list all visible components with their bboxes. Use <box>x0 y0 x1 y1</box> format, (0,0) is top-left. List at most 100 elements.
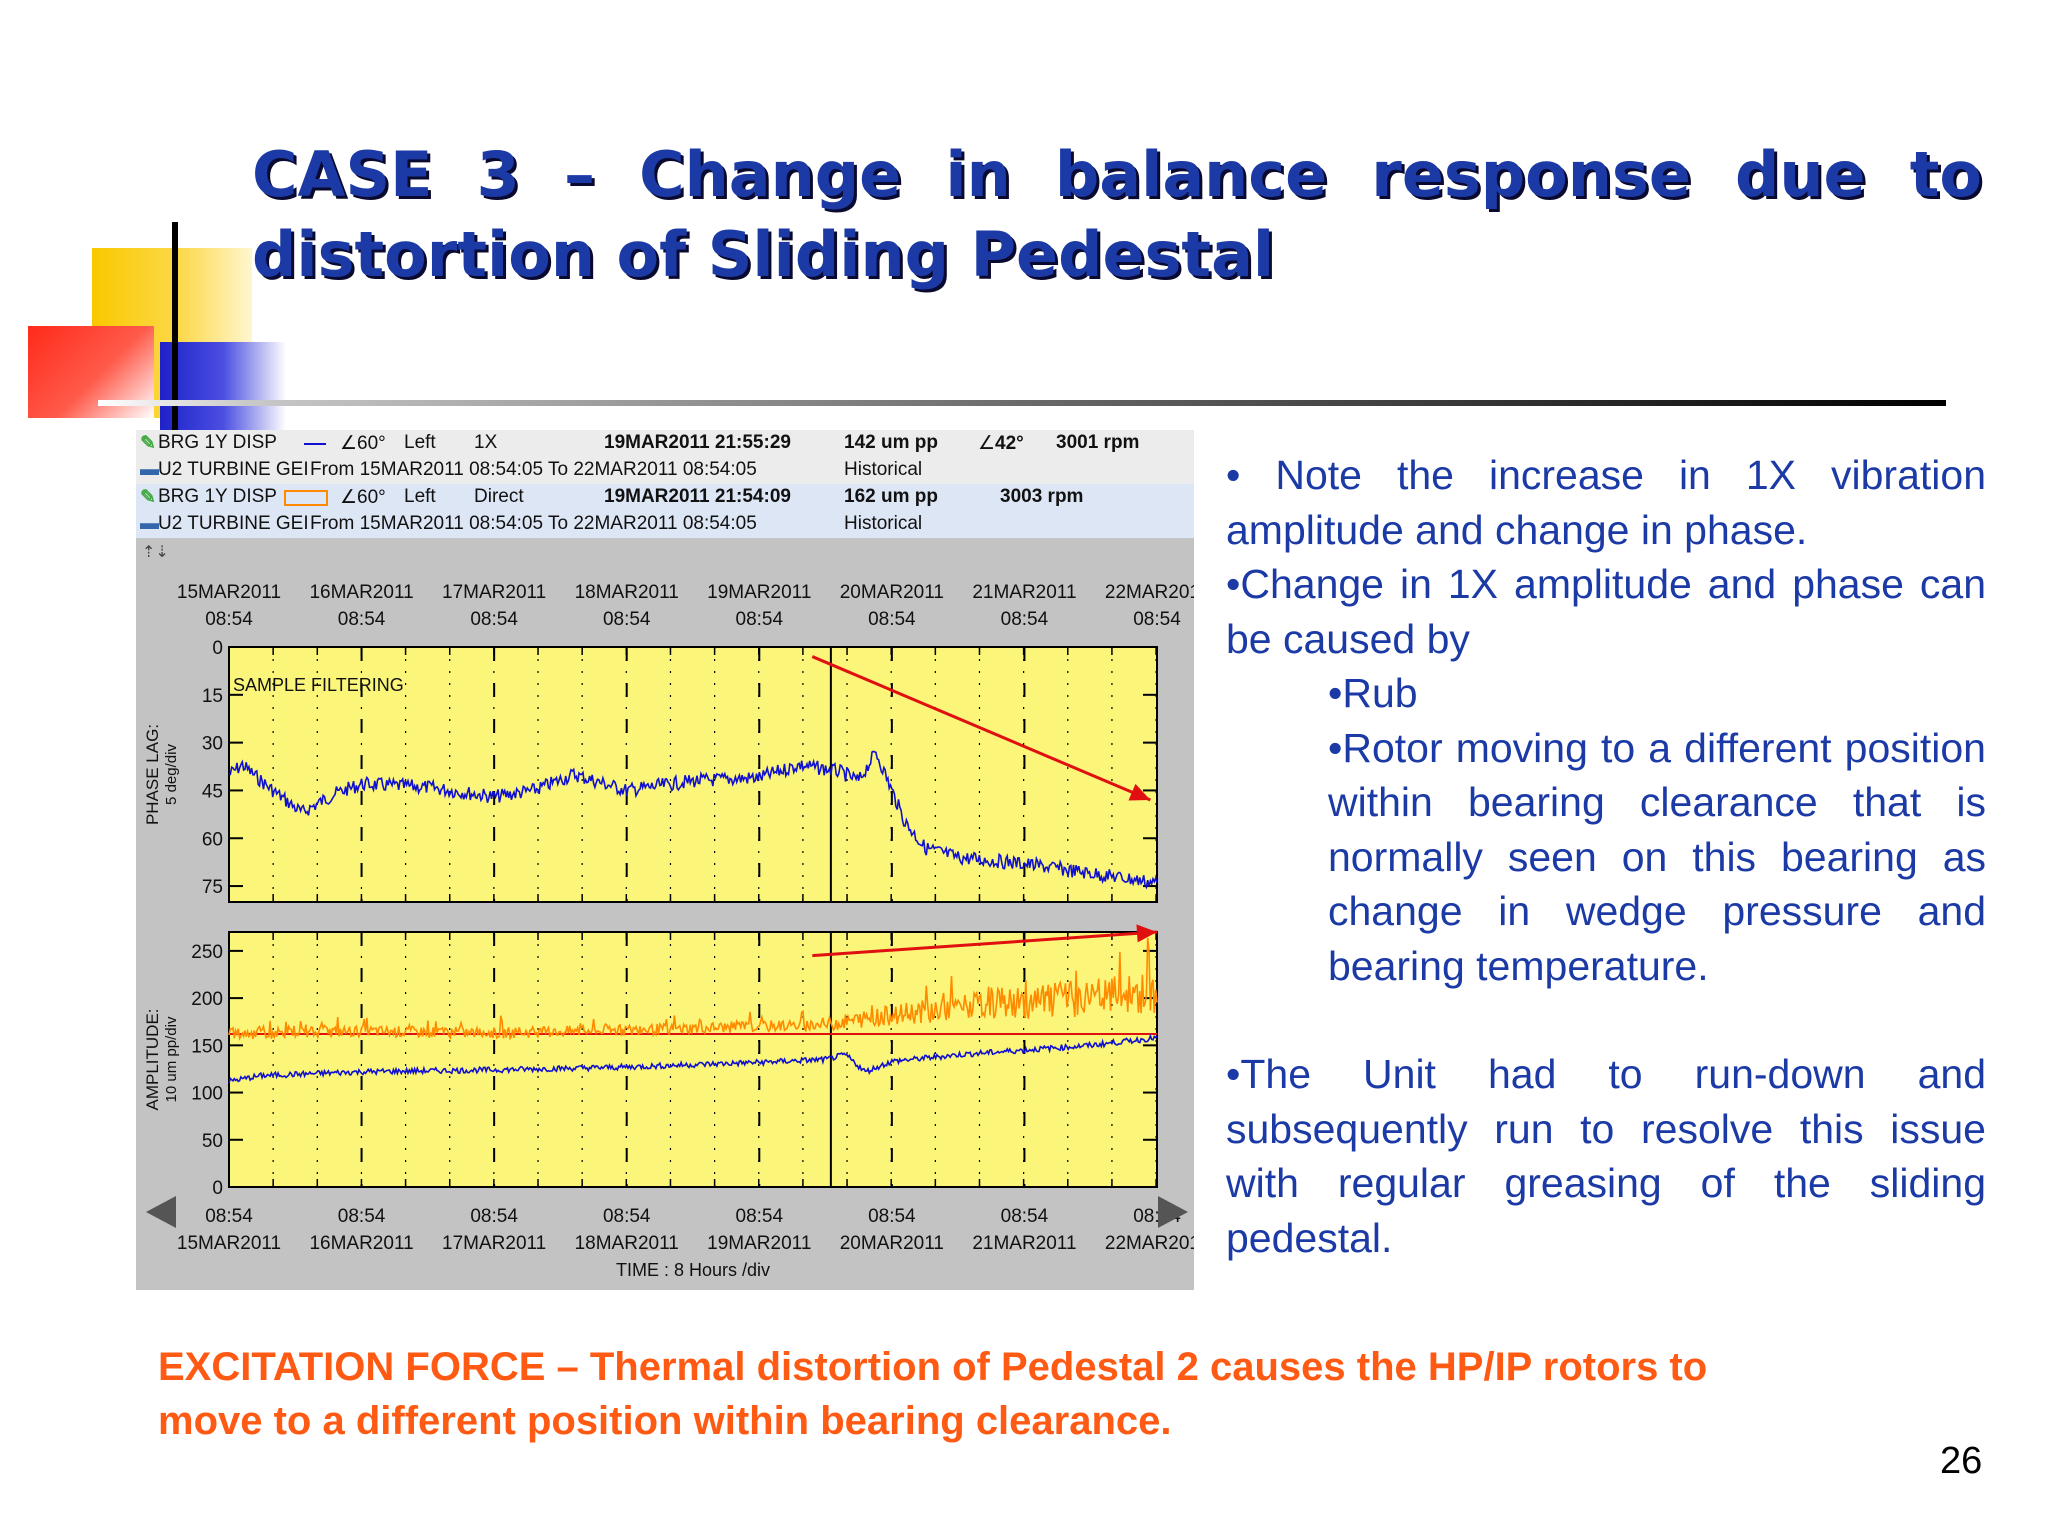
sample-timestamp: 19MAR2011 21:55:29 <box>604 432 791 453</box>
x-time-label-bottom: 08:54 <box>470 1206 518 1227</box>
machine-name: U2 TURBINE GEI <box>158 459 309 480</box>
bullet-list: • Note the increase in 1X vibration ampl… <box>1226 448 1986 1265</box>
y-tick-label: 250 <box>191 942 223 963</box>
series-line <box>229 750 1158 890</box>
x-date-label-bottom: 16MAR2011 <box>309 1233 413 1254</box>
x-date-label-bottom: 20MAR2011 <box>840 1233 944 1254</box>
machine-icon: ▬ <box>140 513 159 534</box>
machine-name: U2 TURBINE GEI <box>158 513 309 534</box>
filter-type: 1X <box>474 432 498 453</box>
y-tick-label: 15 <box>202 686 223 707</box>
trend-arrowhead <box>1128 783 1151 801</box>
y-tick-label: 150 <box>191 1036 223 1057</box>
x-date-label-bottom: 22MAR2011 <box>1105 1233 1194 1254</box>
plot-annotation: SAMPLE FILTERING <box>233 675 404 695</box>
title-underline <box>98 400 1946 406</box>
probe-icon: ✎ <box>140 433 156 454</box>
x-time-label-bottom: 08:54 <box>1001 1206 1049 1227</box>
trend-plot-screenshot: ✎ BRG 1Y DISP ∠60° Left 1X 19MAR2011 21:… <box>136 430 1194 1290</box>
x-time-label-top: 08:54 <box>1001 609 1049 630</box>
x-date-label-bottom: 21MAR2011 <box>972 1233 1076 1254</box>
data-mode: Historical <box>844 513 923 534</box>
x-date-label-bottom: 15MAR2011 <box>177 1233 281 1254</box>
x-date-label-top: 16MAR2011 <box>309 582 413 603</box>
scroll-right-icon[interactable] <box>1158 1196 1188 1228</box>
series-line <box>228 937 1158 1041</box>
x-time-label-top: 08:54 <box>470 609 518 630</box>
y-tick-label: 30 <box>202 734 223 755</box>
scroll-left-icon[interactable] <box>146 1196 176 1228</box>
y-tick-label: 100 <box>191 1084 223 1105</box>
probe-name: BRG 1Y DISP <box>158 432 277 453</box>
y-tick-label: 60 <box>202 829 223 850</box>
y-axis-unit: 5 deg/div <box>163 744 180 805</box>
series-swatch-orange <box>284 490 328 506</box>
filter-type: Direct <box>474 486 524 507</box>
legend-row-3: ✎ BRG 1Y DISP ∠60° Left Direct 19MAR2011… <box>136 484 1194 511</box>
bullet-note-increase: • Note the increase in 1X vibration ampl… <box>1226 452 1986 553</box>
sub-bullet-rotor-moving: •Rotor moving to a different position wi… <box>1328 724 1986 989</box>
date-range: From 15MAR2011 08:54:05 To 22MAR2011 08:… <box>310 459 757 480</box>
page-number: 26 <box>1940 1440 1983 1482</box>
probe-angle: ∠60° <box>340 487 386 508</box>
x-time-label-top: 08:54 <box>868 609 916 630</box>
x-axis-label: TIME : 8 Hours /div <box>616 1260 770 1280</box>
y-axis-label-group: AMPLITUDE: 10 um pp/div <box>143 1008 180 1110</box>
probe-side: Left <box>404 486 436 507</box>
y-tick-label: 45 <box>202 781 223 802</box>
slide-title: CASE 3 – Change in balance response due … <box>252 138 1982 291</box>
bullet-unit-rundown: •The Unit had to run-down and subsequent… <box>1226 1051 1986 1261</box>
x-date-label-bottom: 19MAR2011 <box>707 1233 811 1254</box>
decor-blue-block <box>160 342 286 434</box>
x-date-label-top: 18MAR2011 <box>575 582 679 603</box>
legend-row-4: ▬ U2 TURBINE GEI From 15MAR2011 08:54:05… <box>136 511 1194 538</box>
sub-bullet-rub: •Rub <box>1328 670 1418 716</box>
y-axis-label-group: PHASE LAG: 5 deg/div <box>143 724 180 825</box>
x-date-label-top: 17MAR2011 <box>442 582 546 603</box>
phase-value: ∠42° <box>978 433 1024 454</box>
decor-vertical-line <box>172 222 178 436</box>
x-time-label-top: 08:54 <box>205 609 253 630</box>
x-time-label-top: 08:54 <box>736 609 784 630</box>
series-line <box>228 1033 1158 1084</box>
trend-arrowhead <box>1136 924 1157 943</box>
x-time-label-top: 08:54 <box>1133 609 1181 630</box>
probe-side: Left <box>404 432 436 453</box>
y-tick-label: 200 <box>191 989 223 1010</box>
y-axis-label: AMPLITUDE: <box>143 1008 162 1110</box>
x-time-label-bottom: 08:54 <box>603 1206 651 1227</box>
x-date-label-bottom: 17MAR2011 <box>442 1233 546 1254</box>
legend-row-2: ▬ U2 TURBINE GEI From 15MAR2011 08:54:05… <box>136 457 1194 484</box>
plot-area <box>228 646 1158 903</box>
probe-angle: ∠60° <box>340 433 386 454</box>
x-time-label-top: 08:54 <box>338 609 386 630</box>
x-date-label-top: 15MAR2011 <box>177 582 281 603</box>
y-axis-unit: 10 um pp/div <box>163 1016 180 1102</box>
x-date-label-top: 22MAR2011 <box>1105 582 1194 603</box>
x-date-label-top: 20MAR2011 <box>840 582 944 603</box>
x-time-label-bottom: 08:54 <box>736 1206 784 1227</box>
speed-value: 3003 rpm <box>1000 486 1084 507</box>
y-tick-label: 75 <box>202 877 223 898</box>
x-date-label-top: 21MAR2011 <box>972 582 1076 603</box>
legend-row-1: ✎ BRG 1Y DISP ∠60° Left 1X 19MAR2011 21:… <box>136 430 1194 457</box>
expand-collapse-icon[interactable]: ⇡⇣ <box>142 544 169 561</box>
bullet-causes: •Change in 1X amplitude and phase can be… <box>1226 561 1986 662</box>
probe-name: BRG 1Y DISP <box>158 486 277 507</box>
trend-arrow <box>812 930 1158 958</box>
excitation-force-note: EXCITATION FORCE – Thermal distortion of… <box>158 1345 1708 1443</box>
machine-icon: ▬ <box>140 459 159 480</box>
x-time-label-bottom: 08:54 <box>338 1206 386 1227</box>
amplitude-value: 142 um pp <box>844 432 938 453</box>
data-mode: Historical <box>844 459 923 480</box>
x-time-label-bottom: 08:54 <box>205 1206 253 1227</box>
speed-value: 3001 rpm <box>1056 432 1140 453</box>
probe-icon: ✎ <box>140 487 156 508</box>
y-axis-label: PHASE LAG: <box>143 724 162 825</box>
x-time-label-bottom: 08:54 <box>868 1206 916 1227</box>
sample-timestamp: 19MAR2011 21:54:09 <box>604 486 791 507</box>
amplitude-value: 162 um pp <box>844 486 938 507</box>
date-range: From 15MAR2011 08:54:05 To 22MAR2011 08:… <box>310 513 757 534</box>
x-date-label-bottom: 18MAR2011 <box>575 1233 679 1254</box>
y-tick-label: 0 <box>212 1178 223 1199</box>
